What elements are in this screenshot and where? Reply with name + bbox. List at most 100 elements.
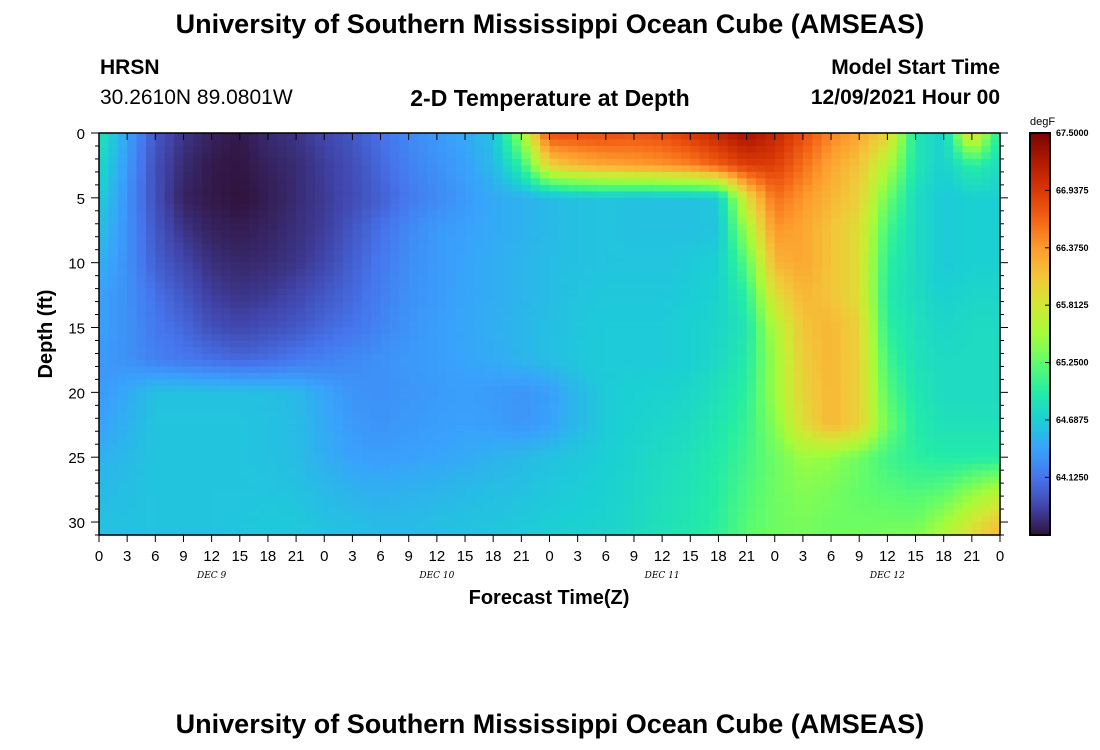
heatmap-cell <box>680 359 691 368</box>
heatmap-cell <box>277 171 288 179</box>
heatmap-cell <box>877 249 888 257</box>
heatmap-cell <box>587 411 598 419</box>
heatmap-cell <box>230 379 241 387</box>
heatmap-cell <box>296 230 307 238</box>
heatmap-cell <box>558 444 569 452</box>
heatmap-cell <box>436 379 447 387</box>
heatmap-cell <box>127 249 138 257</box>
heatmap-cell <box>793 340 804 348</box>
heatmap-cell <box>746 249 757 257</box>
heatmap-cell <box>502 249 513 257</box>
heatmap-cell <box>784 178 795 186</box>
heatmap-cell <box>784 444 795 452</box>
heatmap-cell <box>896 204 907 212</box>
heatmap-cell <box>549 197 560 205</box>
heatmap-cell <box>568 204 579 212</box>
heatmap-cell <box>643 431 654 439</box>
heatmap-cell <box>427 301 438 309</box>
heatmap-cell <box>192 288 203 296</box>
heatmap-cell <box>380 340 391 348</box>
heatmap-cell <box>840 327 851 335</box>
heatmap-cell <box>990 288 1001 296</box>
heatmap-cell <box>549 295 560 303</box>
heatmap-cell <box>352 385 363 393</box>
heatmap-cell <box>296 139 307 147</box>
heatmap-cell <box>849 340 860 348</box>
heatmap-cell <box>943 372 954 380</box>
heatmap-cell <box>671 178 682 186</box>
heatmap-cell <box>624 353 635 361</box>
heatmap-cell <box>962 405 973 413</box>
heatmap-cell <box>868 236 879 244</box>
heatmap-cell <box>868 262 879 270</box>
heatmap-cell <box>127 210 138 218</box>
heatmap-cell <box>671 230 682 238</box>
heatmap-cell <box>662 152 673 160</box>
heatmap-cell <box>436 256 447 264</box>
heatmap-cell <box>812 359 823 368</box>
heatmap-cell <box>267 133 278 141</box>
heatmap-cell <box>108 165 119 173</box>
heatmap-cell <box>971 184 982 192</box>
heatmap-cell <box>765 392 776 400</box>
heatmap-cell <box>502 178 513 186</box>
heatmap-cell <box>877 152 888 160</box>
heatmap-cell <box>699 463 710 471</box>
heatmap-cell <box>859 210 870 218</box>
heatmap-cell <box>709 372 720 380</box>
heatmap-cell <box>446 184 457 192</box>
heatmap-cell <box>587 314 598 322</box>
heatmap-cell <box>699 321 710 329</box>
heatmap-cell <box>361 145 372 154</box>
heatmap-cell <box>765 372 776 380</box>
heatmap-cell <box>699 275 710 283</box>
heatmap-cell <box>221 275 231 283</box>
heatmap-cell <box>530 457 541 465</box>
heatmap-cell <box>343 301 354 309</box>
heatmap-cell <box>934 269 945 277</box>
heatmap-cell <box>389 334 400 342</box>
heatmap-cell <box>765 424 776 432</box>
heatmap-cell <box>174 152 185 160</box>
heatmap-cell <box>267 256 278 264</box>
heatmap-cell <box>305 457 316 465</box>
heatmap-cell <box>408 133 419 141</box>
heatmap-cell <box>183 275 194 283</box>
heatmap-cell <box>962 457 973 465</box>
heatmap-cell <box>277 334 288 342</box>
heatmap-cell <box>868 340 879 348</box>
heatmap-cell <box>802 184 813 192</box>
heatmap-cell <box>164 230 175 238</box>
heatmap-cell <box>493 372 504 380</box>
heatmap-cell <box>136 398 147 406</box>
heatmap-cell <box>971 424 982 432</box>
heatmap-cell <box>389 405 400 413</box>
heatmap-cell <box>577 301 588 309</box>
heatmap-cell <box>915 346 926 355</box>
heatmap-cell <box>633 424 644 432</box>
heatmap-cell <box>915 450 926 458</box>
heatmap-cell <box>465 275 476 283</box>
heatmap-cell <box>953 275 964 283</box>
heatmap-cell <box>164 431 175 439</box>
heatmap-cell <box>615 372 626 380</box>
heatmap-cell <box>314 282 325 290</box>
heatmap-cell <box>446 139 457 147</box>
heatmap-cell <box>596 158 607 167</box>
heatmap-cell <box>493 314 504 322</box>
heatmap-cell <box>821 197 832 205</box>
heatmap-cell <box>953 171 964 179</box>
heatmap-cell <box>305 133 316 141</box>
heatmap-cell <box>680 392 691 400</box>
heatmap-cell <box>784 236 795 244</box>
heatmap-cell <box>737 450 748 458</box>
heatmap-cell <box>549 178 560 186</box>
heatmap-cell <box>821 230 832 238</box>
heatmap-cell <box>577 334 588 342</box>
heatmap-cell <box>831 301 842 309</box>
heatmap-cell <box>924 431 935 439</box>
heatmap-cell <box>164 210 175 218</box>
heatmap-cell <box>774 463 785 471</box>
heatmap-cell <box>108 139 119 147</box>
heatmap-cell <box>605 327 616 335</box>
